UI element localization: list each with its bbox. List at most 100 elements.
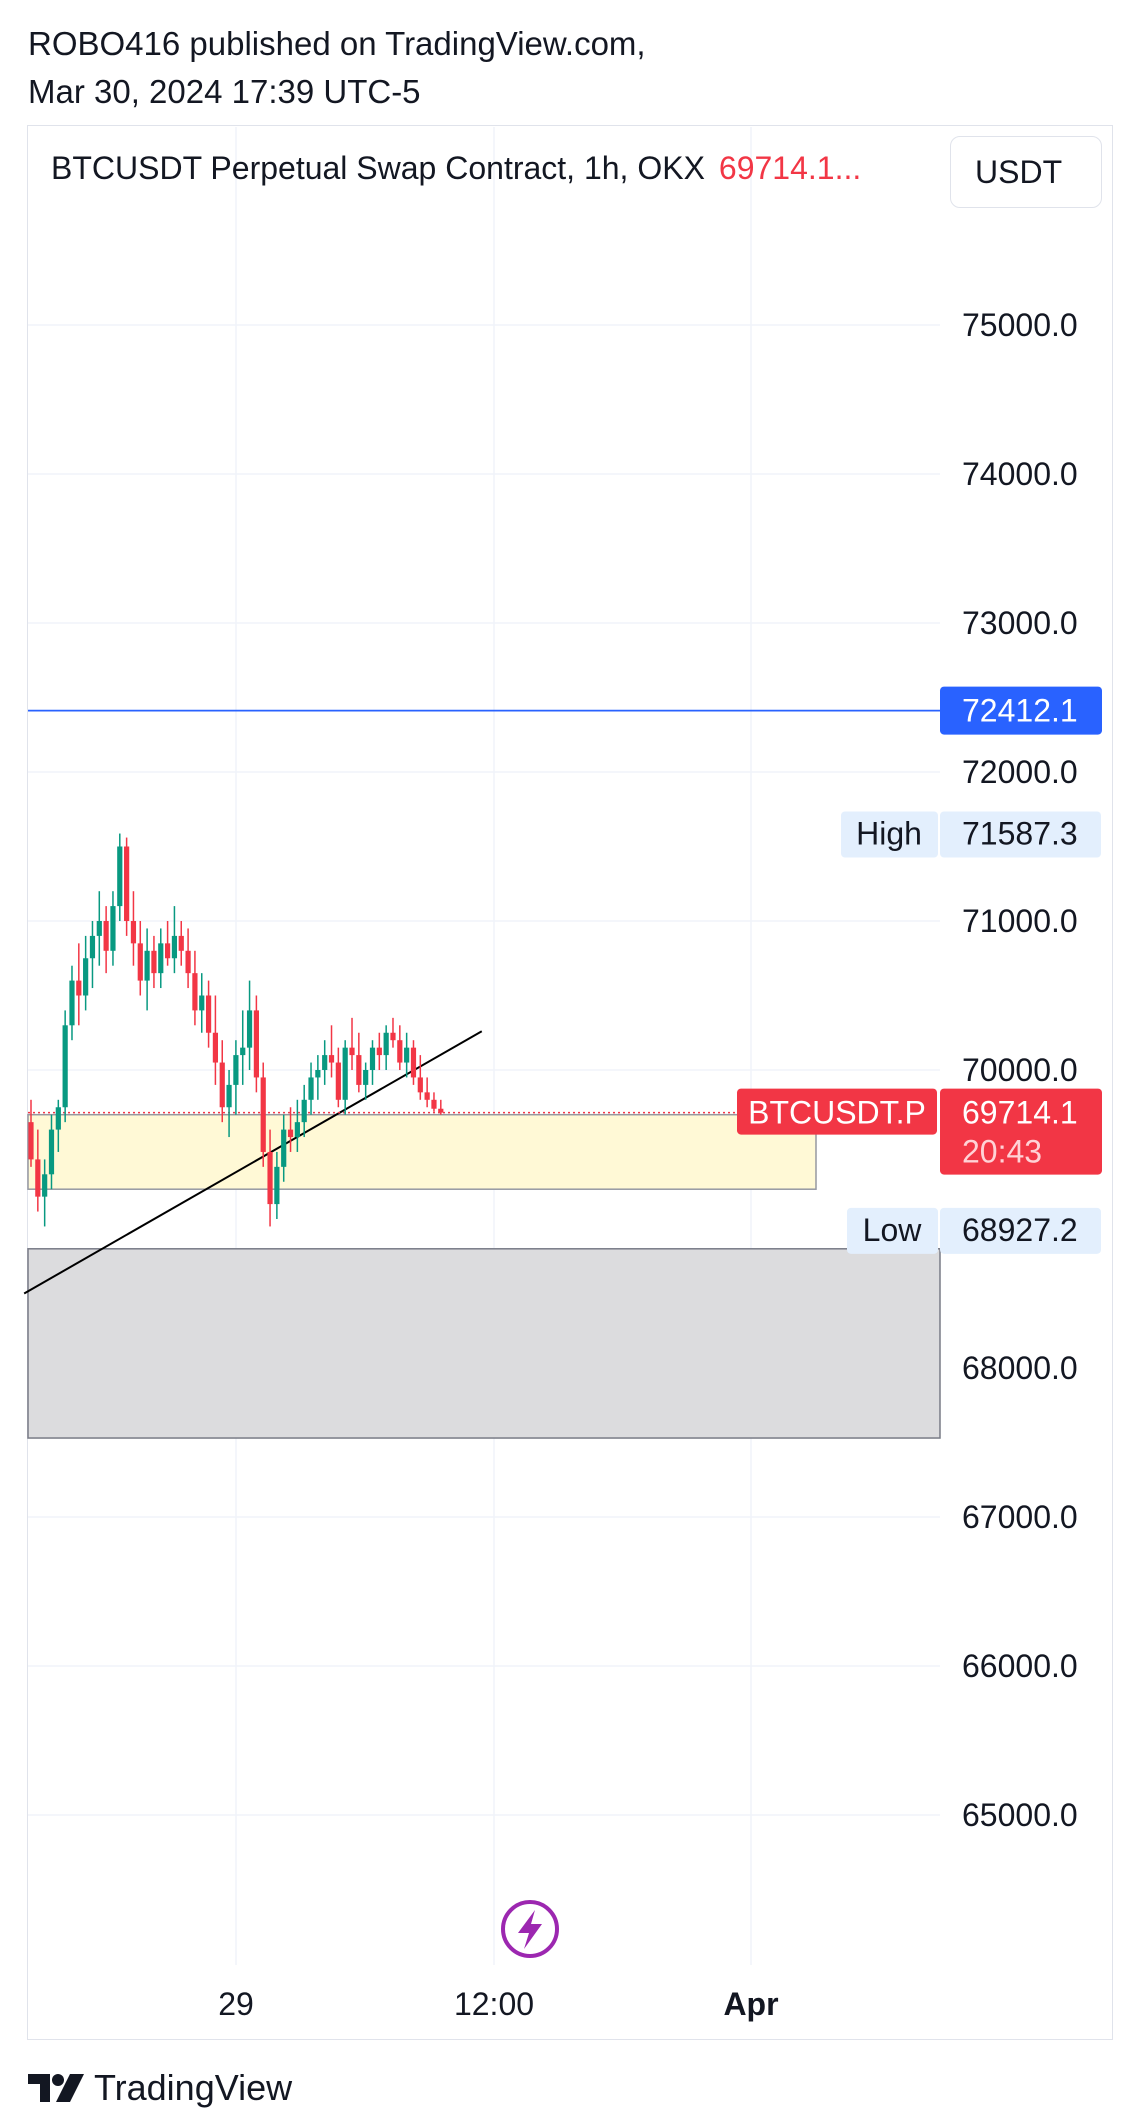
candle-body: [404, 1047, 410, 1063]
candle-body: [240, 1047, 246, 1056]
low-value: 68927.2: [962, 1212, 1078, 1248]
candle-body: [363, 1070, 369, 1085]
candle-body: [158, 943, 164, 974]
y-tick-label: 74000.0: [962, 456, 1078, 492]
y-tick-label: 67000.0: [962, 1499, 1078, 1535]
candle: [390, 1017, 396, 1048]
candle: [62, 1010, 68, 1123]
candle: [199, 973, 205, 1033]
candle: [233, 1040, 239, 1115]
candle: [274, 1151, 280, 1219]
candle-body: [137, 943, 143, 981]
y-tick-label: 75000.0: [962, 307, 1078, 343]
candle: [315, 1055, 321, 1100]
candle: [410, 1040, 417, 1085]
candle: [294, 1099, 300, 1152]
high-value: 71587.3: [962, 815, 1078, 851]
last-price-tag: 69714.1: [962, 1095, 1078, 1131]
candle-body: [62, 1025, 68, 1108]
publisher-line-1: ROBO416 published on TradingView.com,: [28, 25, 646, 62]
candle-body: [390, 1032, 396, 1041]
candle: [28, 1099, 34, 1167]
y-tick-label: 68000.0: [962, 1350, 1078, 1386]
candle: [281, 1114, 287, 1182]
candle-body: [165, 943, 171, 959]
candle-body: [349, 1047, 355, 1056]
candle: [205, 980, 212, 1048]
candle: [328, 1025, 335, 1078]
candle: [356, 1032, 362, 1093]
candle-body: [397, 1040, 403, 1063]
candle: [226, 1070, 232, 1138]
candle-body: [417, 1077, 423, 1093]
candle: [151, 935, 157, 989]
high-value-bg: [940, 811, 1101, 858]
candle-body: [315, 1070, 321, 1078]
candle: [417, 1055, 423, 1100]
symbol-tag-bg: [737, 1088, 937, 1135]
candle: [349, 1017, 355, 1070]
candle: [110, 891, 116, 966]
candle: [96, 891, 102, 966]
bar-countdown: 20:43: [962, 1134, 1042, 1170]
candle-body: [356, 1055, 362, 1085]
candle-body: [410, 1047, 417, 1078]
candle-body: [42, 1174, 48, 1197]
y-tick-label: 71000.0: [962, 903, 1078, 939]
candles: [28, 833, 444, 1227]
candle-body: [28, 1122, 34, 1160]
high-label-bg: [841, 811, 938, 858]
candle: [137, 921, 143, 996]
candle-body: [294, 1122, 300, 1138]
candle: [185, 928, 191, 989]
candle: [219, 1040, 225, 1123]
candle: [363, 1062, 369, 1100]
candle-body: [199, 995, 205, 1011]
candle-body: [246, 1010, 253, 1048]
chart-frame: [27, 125, 1113, 2040]
candle: [397, 1025, 403, 1070]
candle-body: [287, 1129, 294, 1138]
candle-body: [185, 950, 191, 974]
candle: [69, 965, 75, 1041]
candle: [42, 1159, 48, 1227]
y-tick-label: 66000.0: [962, 1648, 1078, 1684]
candle-body: [226, 1084, 232, 1108]
low-value-bg: [940, 1207, 1101, 1254]
candle: [424, 1077, 430, 1108]
candle-body: [76, 980, 82, 996]
symbol-description: BTCUSDT Perpetual Swap Contract, 1h, OKX: [51, 150, 705, 186]
tradingview-logo[interactable]: TradingView: [28, 2066, 292, 2110]
candle: [438, 1099, 444, 1115]
symbol-title: BTCUSDT Perpetual Swap Contract, 1h, OKX…: [51, 146, 861, 190]
candle: [144, 928, 150, 1011]
candle-body: [335, 1062, 341, 1100]
candle: [335, 1047, 341, 1108]
candle-body: [212, 1032, 219, 1063]
candle: [267, 1129, 273, 1227]
candle: [301, 1084, 307, 1138]
candle: [89, 921, 96, 989]
y-tick-label: 73000.0: [962, 605, 1078, 641]
low-label-bg: [847, 1207, 938, 1254]
candle-body: [328, 1055, 335, 1063]
hline-price-tag: 72412.1: [962, 693, 1078, 729]
candle-body: [35, 1159, 41, 1197]
candle: [253, 995, 259, 1093]
demand-zone-grey: [27, 1248, 941, 1439]
candle: [55, 1099, 61, 1152]
candle-body: [48, 1129, 55, 1175]
candle-body: [151, 950, 157, 974]
candle-body: [117, 846, 123, 907]
symbol-tag: BTCUSDT.P: [748, 1095, 926, 1131]
currency-button[interactable]: USDT: [950, 136, 1102, 208]
candle-body: [301, 1099, 307, 1123]
candle: [171, 906, 178, 974]
candle: [130, 891, 137, 966]
candle: [117, 833, 123, 921]
candle-body: [431, 1099, 437, 1109]
high-label: High: [856, 815, 922, 851]
candle-body: [219, 1062, 225, 1108]
candle: [376, 1032, 382, 1070]
